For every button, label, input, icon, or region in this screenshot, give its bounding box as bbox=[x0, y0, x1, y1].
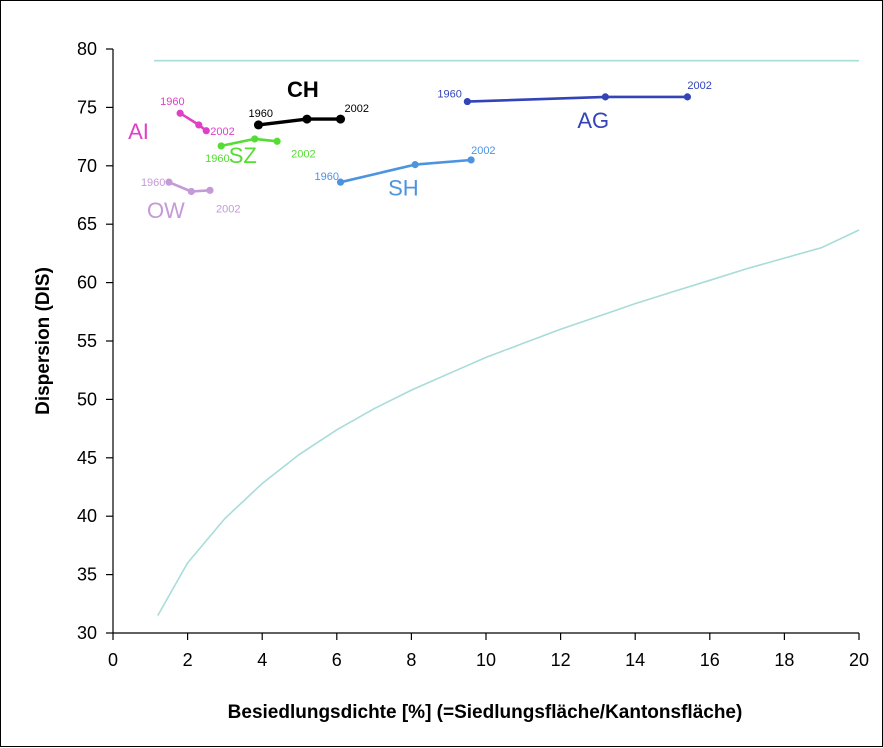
series-ag: 1960 2002 AG bbox=[437, 80, 712, 133]
data-point-sz bbox=[273, 137, 281, 145]
series-name-ag: AG bbox=[577, 108, 609, 133]
series-line-ag bbox=[467, 95, 688, 103]
x-tick-label: 20 bbox=[849, 650, 869, 670]
x-tick-label: 18 bbox=[774, 650, 794, 670]
year-label-end-sh: 2002 bbox=[471, 145, 495, 157]
data-point-ow bbox=[187, 187, 195, 196]
data-point-sz bbox=[251, 135, 259, 143]
series-sh: 1960 2002 SH bbox=[315, 145, 496, 201]
year-label-end-sz: 2002 bbox=[291, 148, 315, 160]
series-name-sh: SH bbox=[388, 176, 419, 201]
data-point-sh bbox=[467, 156, 475, 164]
year-label-start-ow: 1960 bbox=[141, 177, 165, 189]
y-tick-label: 45 bbox=[77, 448, 97, 468]
data-point-ai bbox=[176, 109, 184, 117]
x-tick-label: 4 bbox=[257, 650, 267, 670]
data-point-ch bbox=[336, 114, 346, 124]
data-point-ai bbox=[202, 127, 210, 135]
year-label-end-ai: 2002 bbox=[210, 126, 234, 138]
data-point-ai bbox=[195, 121, 203, 129]
series-name-ow: OW bbox=[147, 198, 185, 223]
x-tick-label: 12 bbox=[551, 650, 571, 670]
axes bbox=[106, 48, 860, 640]
year-label-start-ch: 1960 bbox=[248, 108, 272, 120]
y-tick-label: 80 bbox=[77, 39, 97, 59]
series-name-ch: CH bbox=[287, 77, 319, 102]
y-axis-title: Dispersion (DIS) bbox=[33, 267, 54, 415]
data-point-sh bbox=[336, 178, 345, 186]
year-label-start-sh: 1960 bbox=[315, 171, 339, 183]
series-ch: 1960 2002 CH bbox=[248, 77, 369, 130]
x-tick-label: 8 bbox=[406, 650, 416, 670]
y-tick-label: 40 bbox=[77, 506, 97, 526]
tick-labels: 0 2 4 6 8 10 12 14 16 18 20 30 35 40 45 50 55 60 65 70 75 80 bbox=[77, 39, 869, 670]
data-point-ch bbox=[302, 114, 312, 124]
series-line-ch bbox=[258, 117, 341, 127]
series-name-ai: AI bbox=[128, 119, 149, 144]
year-label-end-ow: 2002 bbox=[216, 203, 240, 215]
x-tick-label: 6 bbox=[332, 650, 342, 670]
x-tick-label: 2 bbox=[183, 650, 193, 670]
year-label-end-ch: 2002 bbox=[345, 103, 369, 115]
series-line-ai bbox=[179, 112, 208, 132]
x-tick-label: 0 bbox=[108, 650, 118, 670]
y-tick-label: 30 bbox=[77, 623, 97, 643]
x-tick-label: 10 bbox=[476, 650, 496, 670]
y-tick-label: 55 bbox=[77, 331, 97, 351]
data-point-ch bbox=[253, 120, 263, 130]
x-tick-label: 14 bbox=[625, 650, 645, 670]
series-name-sz: SZ bbox=[229, 143, 257, 168]
reference-curve bbox=[157, 229, 860, 616]
year-label-start-ai: 1960 bbox=[160, 96, 184, 108]
y-tick-label: 70 bbox=[77, 156, 97, 176]
data-point-ag bbox=[601, 93, 609, 101]
series-sz: 1960 2002 SZ bbox=[205, 135, 316, 168]
y-tick-label: 75 bbox=[77, 97, 97, 117]
data-point-ag bbox=[463, 97, 471, 106]
data-point-ag bbox=[683, 93, 692, 101]
y-tick-label: 60 bbox=[77, 273, 97, 293]
y-tick-label: 35 bbox=[77, 565, 97, 585]
reference-lines bbox=[154, 59, 860, 616]
y-tick-label: 50 bbox=[77, 389, 97, 409]
data-point-sh bbox=[411, 161, 419, 169]
x-axis-title: Besiedlungsdichte [%] (=Siedlungsfläche/… bbox=[228, 702, 743, 723]
year-label-end-ag: 2002 bbox=[687, 80, 711, 92]
year-label-start-ag: 1960 bbox=[437, 89, 461, 101]
data-point-ow bbox=[206, 186, 214, 194]
series-ow: 1960 2002 OW bbox=[141, 177, 241, 223]
data-point-ow bbox=[165, 178, 173, 186]
data-point-sz bbox=[217, 142, 225, 150]
x-tick-label: 16 bbox=[700, 650, 720, 670]
year-label-start-sz: 1960 bbox=[205, 153, 229, 165]
y-tick-label: 65 bbox=[77, 214, 97, 234]
series-ai: 1960 2002 AI bbox=[128, 96, 235, 144]
